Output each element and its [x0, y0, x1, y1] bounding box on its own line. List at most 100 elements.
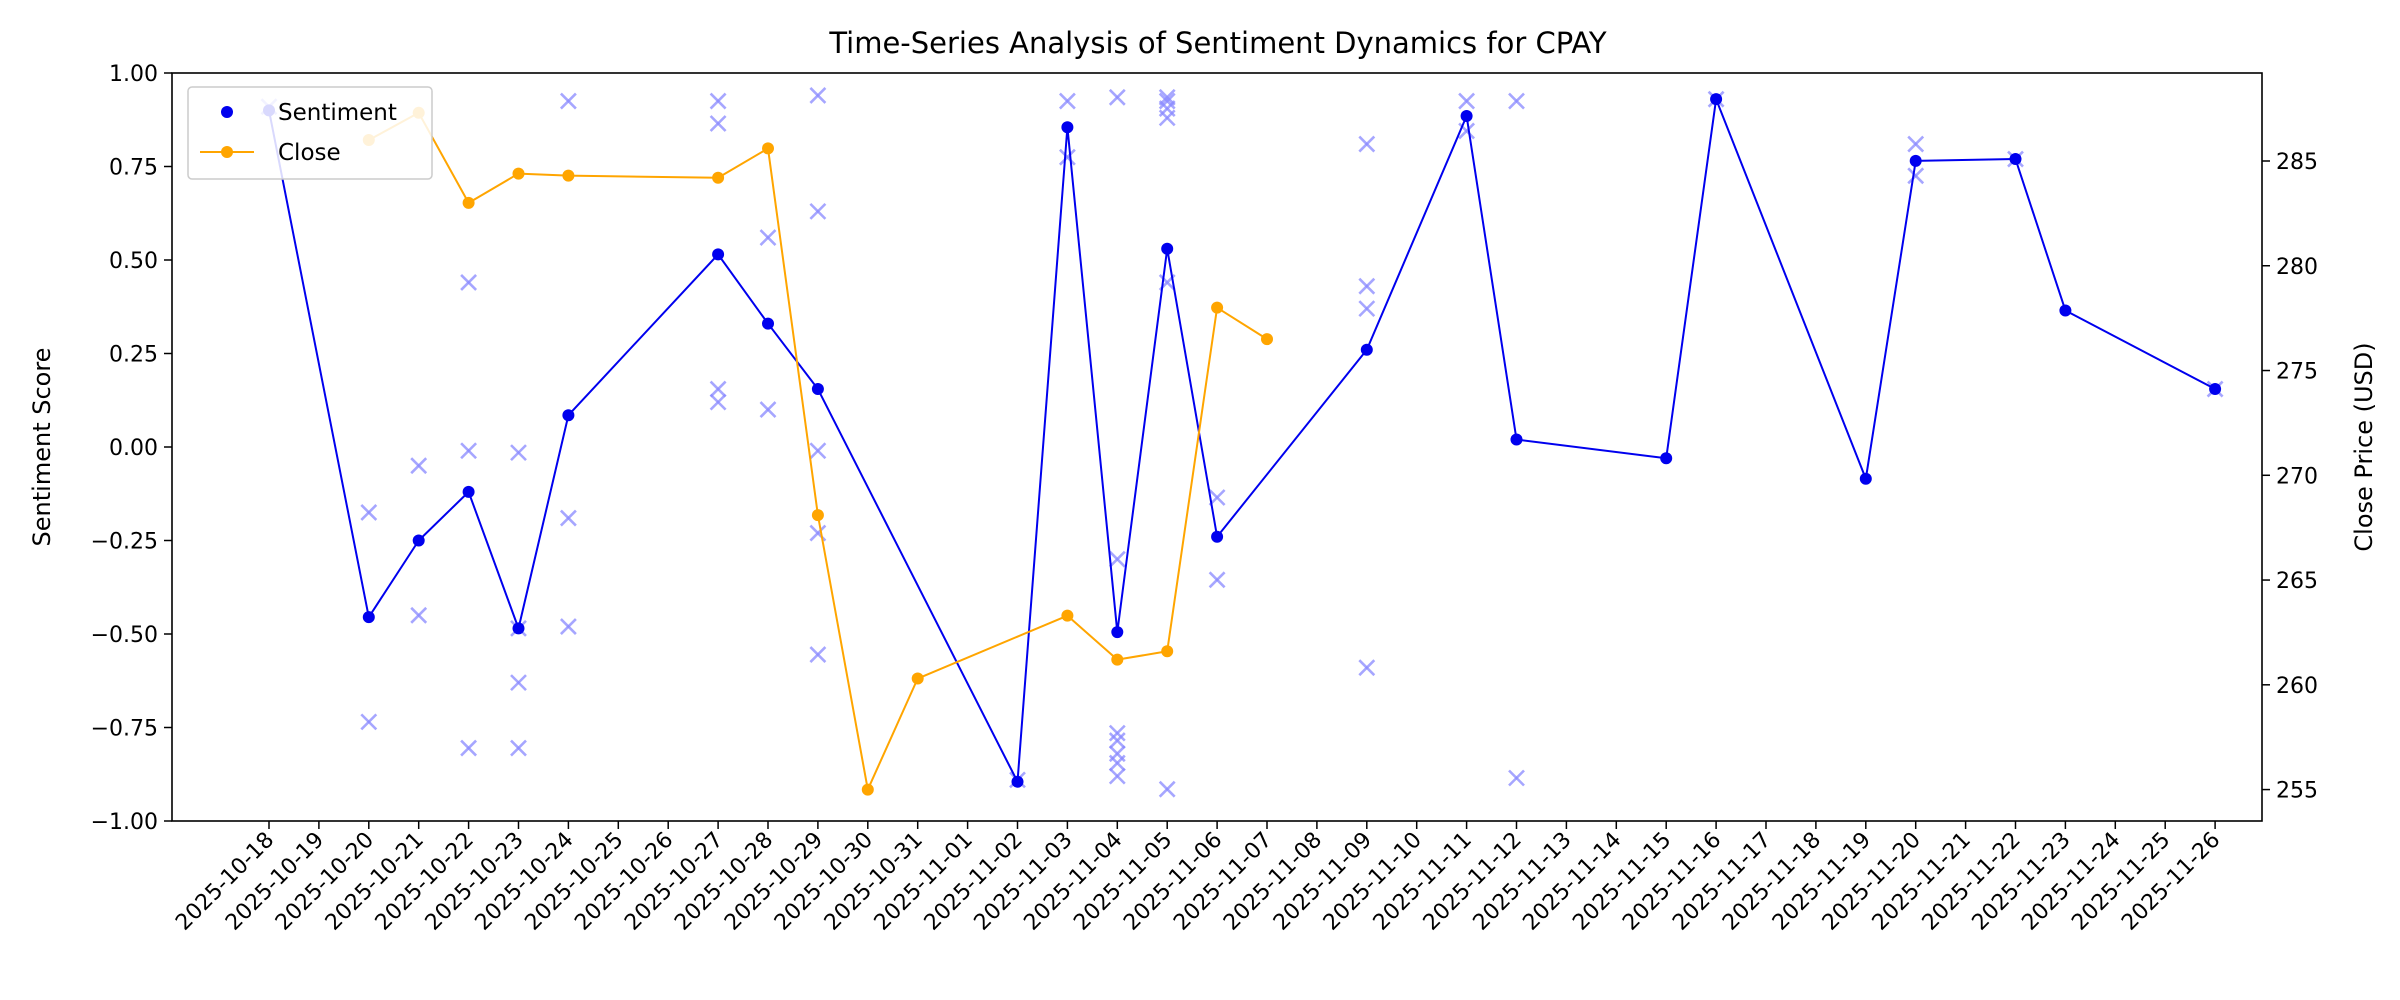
- raw-sentiment-point: [1158, 92, 1176, 110]
- left-tick-label: −0.75: [91, 717, 158, 742]
- raw-sentiment-point: [709, 115, 727, 132]
- raw-sentiment-point: [510, 444, 527, 462]
- sentiment-point: [712, 248, 725, 261]
- raw-sentiment-point: [460, 739, 478, 757]
- raw-sentiment-markers: [260, 87, 2224, 798]
- sentiment-point: [362, 611, 375, 624]
- close-point: [811, 509, 824, 522]
- raw-sentiment-point: [1158, 109, 1176, 127]
- raw-sentiment-point: [1058, 148, 1076, 166]
- close-point: [861, 783, 874, 796]
- raw-sentiment-point: [410, 606, 428, 624]
- raw-sentiment-point: [460, 442, 478, 460]
- sentiment-point: [1510, 433, 1523, 446]
- close-point: [762, 142, 774, 155]
- sentiment-point: [1211, 530, 1224, 543]
- sentiment-point: [2059, 304, 2072, 317]
- left-axis-label: Sentiment Score: [28, 348, 56, 547]
- sentiment-point: [412, 534, 425, 547]
- raw-sentiment-point: [709, 92, 727, 110]
- sentiment-series: [263, 93, 2222, 788]
- close-point: [1111, 653, 1124, 666]
- sentiment-point: [1111, 626, 1124, 639]
- legend-close-label: Close: [278, 140, 341, 166]
- sentiment-point: [562, 409, 575, 422]
- right-tick-label: 265: [2276, 569, 2318, 594]
- raw-sentiment-point: [559, 92, 577, 110]
- raw-sentiment-point: [559, 509, 577, 527]
- close-point: [1211, 301, 1224, 314]
- raw-sentiment-point: [559, 618, 577, 635]
- raw-sentiment-point: [1108, 767, 1126, 785]
- sentiment-point: [1011, 775, 1024, 788]
- raw-sentiment-point: [1158, 780, 1176, 798]
- right-axis-label: Close Price (USD): [2350, 342, 2378, 551]
- raw-sentiment-point: [1108, 754, 1126, 772]
- raw-sentiment-point: [1108, 88, 1126, 106]
- close-point: [462, 196, 475, 209]
- sentiment-point: [1360, 343, 1373, 356]
- sentiment-point: [1460, 110, 1473, 123]
- chart-title: Time-Series Analysis of Sentiment Dynami…: [828, 26, 1607, 60]
- raw-sentiment-point: [1058, 92, 1076, 110]
- raw-sentiment-point: [1358, 300, 1376, 318]
- raw-sentiment-point: [1208, 571, 1226, 589]
- plot-area: [171, 72, 2263, 822]
- raw-sentiment-point: [759, 229, 777, 246]
- legend: Sentiment Close: [187, 86, 433, 180]
- sentiment-point: [2009, 153, 2022, 166]
- raw-sentiment-point: [809, 442, 827, 460]
- close-point: [562, 169, 575, 182]
- raw-sentiment-point: [510, 674, 527, 692]
- right-tick-label: 280: [2276, 255, 2318, 280]
- sentiment-point: [1859, 472, 1872, 485]
- raw-sentiment-point: [1508, 769, 1525, 787]
- x-axis: 2025-10-182025-10-192025-10-202025-10-21…: [171, 821, 2225, 936]
- left-tick-label: −1.00: [91, 810, 158, 835]
- close-point: [1161, 645, 1174, 658]
- legend-sentiment-marker: [221, 106, 233, 118]
- sentiment-point: [2209, 383, 2222, 396]
- left-tick-label: 0.75: [109, 156, 158, 181]
- sentiment-point: [1710, 93, 1723, 106]
- left-tick-label: 0.25: [109, 343, 158, 368]
- sentiment-point: [1660, 452, 1673, 465]
- raw-sentiment-point: [809, 524, 827, 542]
- raw-sentiment-point: [1108, 550, 1126, 568]
- close-point: [911, 672, 924, 685]
- left-y-axis: −1.00 −0.75 −0.50 −0.25 0.00 0.25 0.50 0.75 1.00: [91, 62, 172, 835]
- right-y-axis: 255 260 265 270 275 280 285: [2262, 150, 2318, 804]
- raw-sentiment-point: [1907, 167, 1925, 185]
- raw-sentiment-point: [510, 739, 527, 757]
- right-tick-label: 275: [2276, 360, 2318, 385]
- raw-sentiment-point: [1358, 135, 1376, 153]
- sentiment-point: [1161, 242, 1174, 255]
- left-tick-label: −0.25: [91, 530, 158, 555]
- raw-sentiment-point: [809, 646, 827, 663]
- sentiment-point: [462, 485, 475, 498]
- legend-sentiment-label: Sentiment: [278, 100, 397, 126]
- close-point: [712, 171, 725, 184]
- raw-sentiment-point: [709, 380, 727, 398]
- raw-sentiment-point: [759, 401, 777, 419]
- raw-sentiment-point: [360, 504, 378, 521]
- close-series: [362, 106, 1273, 796]
- raw-sentiment-point: [1907, 135, 1925, 153]
- right-tick-label: 285: [2276, 150, 2318, 175]
- right-tick-label: 255: [2276, 779, 2318, 804]
- left-tick-label: 1.00: [109, 62, 158, 87]
- raw-sentiment-point: [1108, 724, 1126, 742]
- raw-sentiment-point: [809, 87, 827, 104]
- right-tick-label: 260: [2276, 674, 2318, 699]
- raw-sentiment-point: [1458, 122, 1476, 140]
- left-tick-label: −0.50: [91, 623, 158, 648]
- sentiment-point: [1909, 154, 1922, 167]
- raw-sentiment-point: [1108, 732, 1126, 750]
- raw-sentiment-point: [809, 202, 827, 220]
- close-point: [1061, 609, 1074, 622]
- raw-sentiment-point: [460, 274, 478, 291]
- left-tick-label: 0.50: [109, 249, 158, 274]
- close-point: [512, 167, 525, 180]
- legend-box: [187, 86, 433, 180]
